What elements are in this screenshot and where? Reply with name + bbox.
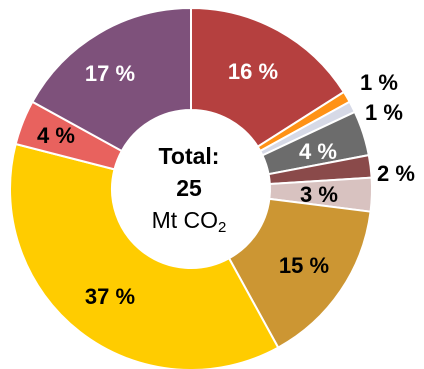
center-value: 25 [176,175,202,201]
slice-label-10: 17 % [85,61,135,86]
slice-label-1: 16 % [228,59,278,84]
slice-label-8: 37 % [85,284,135,309]
center-title: Total: [159,143,220,169]
slice-label-4: 4 % [299,139,337,164]
slice-label-7: 15 % [279,253,329,278]
center-hole [112,110,270,268]
slice-label-9: 4 % [37,123,75,148]
slice-label-6: 3 % [300,182,338,207]
slice-label-2: 1 % [360,70,398,95]
labels-group: 16 % 1 % 1 % 4 % 2 % 3 % 15 % 37 % 4 % 17 % [37,59,415,309]
center-unit: Mt CO2 [152,207,227,236]
center-unit-text: Mt CO [152,207,218,233]
slice-label-5: 2 % [377,161,415,186]
slices-group [9,6,373,369]
center-unit-subscript: 2 [218,219,226,236]
slice-10 [31,6,192,153]
slice-label-3: 1 % [365,100,403,125]
